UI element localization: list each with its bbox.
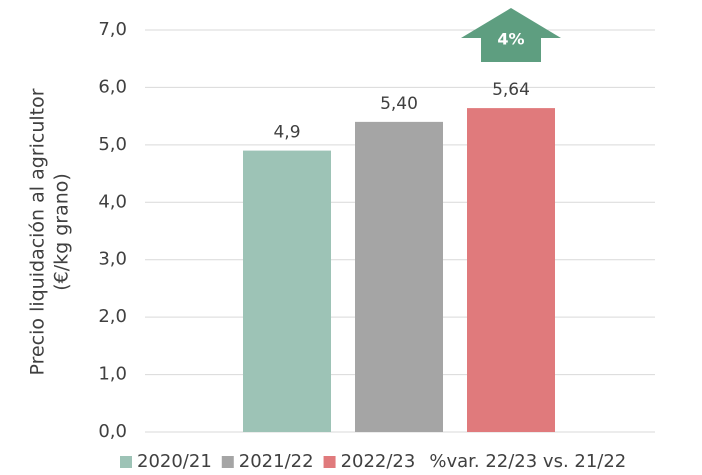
y-label-line: Precio liquidación al agricultor xyxy=(27,88,49,375)
y-tick-label: 7,0 xyxy=(98,19,127,40)
legend-swatch xyxy=(221,456,234,468)
y-tick-label: 3,0 xyxy=(98,249,127,270)
change-arrow xyxy=(461,8,561,62)
data-label: 5,40 xyxy=(380,94,418,114)
y-tick-label: 2,0 xyxy=(98,306,127,327)
y-tick-label: 0,0 xyxy=(98,421,127,442)
y-tick-label: 1,0 xyxy=(98,364,127,385)
legend-label: 2022/23 xyxy=(341,451,416,472)
bar xyxy=(243,150,331,432)
legend-label: 2020/21 xyxy=(137,451,212,472)
data-label: 4,9 xyxy=(273,123,300,143)
bar xyxy=(355,121,443,432)
y-tick-label: 4,0 xyxy=(98,191,127,212)
change-label: 4% xyxy=(497,30,524,49)
legend-label: %var. 22/23 vs. 21/22 xyxy=(429,451,626,472)
legend-label: 2021/22 xyxy=(239,451,314,472)
legend-swatch xyxy=(120,456,132,468)
data-label: 5,64 xyxy=(492,80,530,100)
y-label-line: (€/kg grano) xyxy=(51,173,73,291)
bar xyxy=(467,108,555,433)
y-tick-label: 5,0 xyxy=(98,134,127,155)
y-tick-label: 6,0 xyxy=(98,76,127,97)
y-axis-title: Precio liquidación al agricultor (€/kg g… xyxy=(27,88,73,375)
legend-swatch xyxy=(323,456,336,468)
